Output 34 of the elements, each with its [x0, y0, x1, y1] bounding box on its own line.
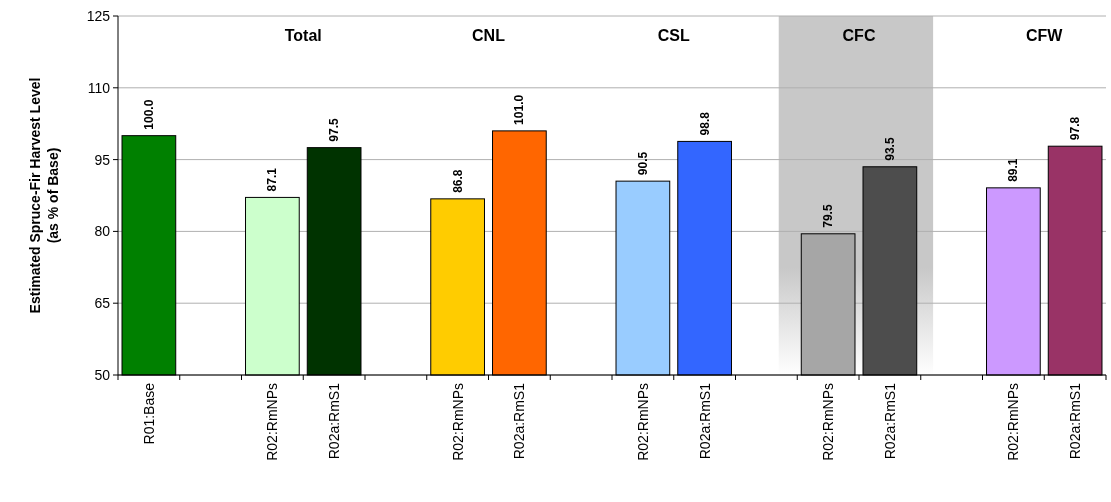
x-tick-label: R02:RmNPs — [820, 383, 837, 461]
data-label: 87.1 — [265, 167, 280, 192]
y-tick-label: 80 — [94, 223, 111, 240]
annotation: CNL — [472, 27, 506, 44]
data-label: 89.1 — [1006, 158, 1021, 182]
x-tick-label: R02a:RmS1 — [881, 382, 898, 460]
data-label: 98.8 — [697, 111, 712, 136]
data-label: 101.0 — [512, 94, 527, 125]
data-label: 86.8 — [450, 169, 465, 193]
annotation: CFW — [1026, 27, 1064, 44]
x-tick-label: R02a:RmS1 — [696, 382, 713, 460]
annotation: CFC — [842, 27, 876, 44]
y-tick-label: 110 — [87, 79, 111, 96]
x-tick-label: R01:Base — [140, 382, 157, 445]
x-tick-label: R02a:RmS1 — [511, 382, 528, 460]
y-tick-label: 50 — [94, 366, 111, 383]
data-label: 90.5 — [635, 151, 650, 176]
annotation: Total — [284, 27, 322, 44]
x-tick-label: R02:RmNPs — [264, 383, 281, 461]
x-tick-label: R02a:RmS1 — [326, 382, 343, 460]
y-tick-label: 95 — [94, 151, 111, 168]
data-label: 79.5 — [821, 204, 836, 228]
data-label: 97.8 — [1068, 116, 1083, 141]
x-tick-label: R02:RmNPs — [449, 383, 466, 461]
annotation: CSL — [657, 27, 690, 44]
y-tick-label: 65 — [94, 295, 111, 312]
data-label: 100.0 — [141, 99, 156, 130]
x-tick-label: R02:RmNPs — [1005, 383, 1022, 461]
x-tick-label: R02:RmNPs — [634, 383, 651, 461]
y-tick-label: 125 — [86, 7, 111, 24]
x-tick-label: R02a:RmS1 — [1067, 382, 1084, 460]
data-label: 97.5 — [327, 117, 342, 142]
y-axis-title: Estimated Spruce-Fir Harvest Level (as % of Base) — [27, 77, 61, 314]
data-label: 93.5 — [882, 137, 897, 161]
